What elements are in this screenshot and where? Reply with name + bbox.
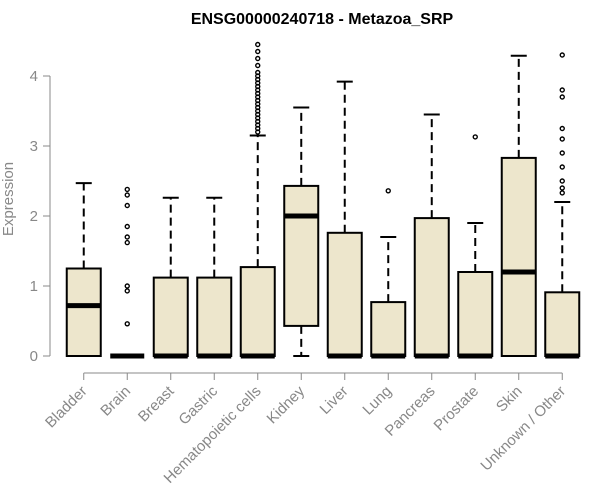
box-group [413, 113, 450, 359]
outlier-point [559, 136, 565, 142]
outlier-point [385, 188, 391, 194]
outlier-point [559, 185, 565, 191]
box [413, 217, 450, 357]
outlier-point [559, 87, 565, 93]
x-tick-label: Liver [317, 383, 352, 418]
y-tick-label: 1 [30, 278, 38, 295]
outlier-point [255, 55, 261, 62]
box-group [370, 188, 407, 359]
outlier-point [124, 223, 130, 230]
y-tick-label: 4 [30, 68, 38, 85]
box-group [65, 182, 102, 357]
box [239, 266, 276, 358]
x-tick-label: Bladder [42, 383, 91, 432]
box [500, 156, 537, 357]
box [283, 184, 320, 327]
outlier-point [124, 283, 130, 289]
box [544, 291, 581, 357]
box-group [326, 80, 363, 359]
box [65, 267, 102, 357]
outlier-point [255, 48, 261, 55]
x-tick-label: Lung [359, 383, 395, 419]
outlier-point [124, 192, 130, 198]
outlier-point [559, 52, 565, 58]
outlier-point [124, 186, 130, 193]
x-tick-label: Kidney [264, 382, 309, 427]
outlier-point [559, 125, 565, 132]
outlier-point [124, 239, 130, 246]
outlier-point [255, 41, 261, 48]
x-tick-label: Skin [493, 383, 526, 416]
box-group [457, 134, 494, 359]
box-group [500, 54, 537, 357]
box [152, 276, 189, 358]
x-tick-label: Brain [97, 383, 134, 420]
boxes [65, 41, 581, 359]
outlier-point [472, 134, 478, 140]
box-group [196, 196, 233, 359]
y-tick-label: 0 [30, 348, 38, 365]
outlier-point [559, 178, 565, 184]
box-group [110, 186, 145, 359]
outlier-point [559, 150, 565, 156]
outlier-point [124, 202, 130, 209]
box-group [152, 196, 189, 359]
box [457, 271, 494, 357]
x-tick-label: Breast [135, 382, 178, 425]
box-group [544, 52, 581, 359]
box-group [283, 106, 320, 357]
outlier-point [559, 164, 565, 170]
outlier-point [559, 94, 565, 100]
box [370, 301, 407, 358]
chart-title: ENSG00000240718 - Metazoa_SRP [191, 11, 454, 28]
y-axis-label: Expression [0, 162, 17, 236]
x-tick-label: Prostate [431, 383, 483, 435]
y-tick-label: 3 [30, 138, 38, 155]
box-group [239, 41, 276, 359]
outlier-point [124, 321, 130, 327]
outlier-point [559, 190, 565, 196]
box [196, 276, 233, 358]
outlier-point [124, 288, 130, 294]
y-tick-label: 2 [30, 208, 38, 225]
box [326, 231, 363, 357]
outlier-point [124, 234, 130, 240]
y-axis: 0 1 2 3 4 [30, 68, 51, 365]
outlier-point [255, 62, 261, 69]
outlier-point [255, 69, 261, 76]
